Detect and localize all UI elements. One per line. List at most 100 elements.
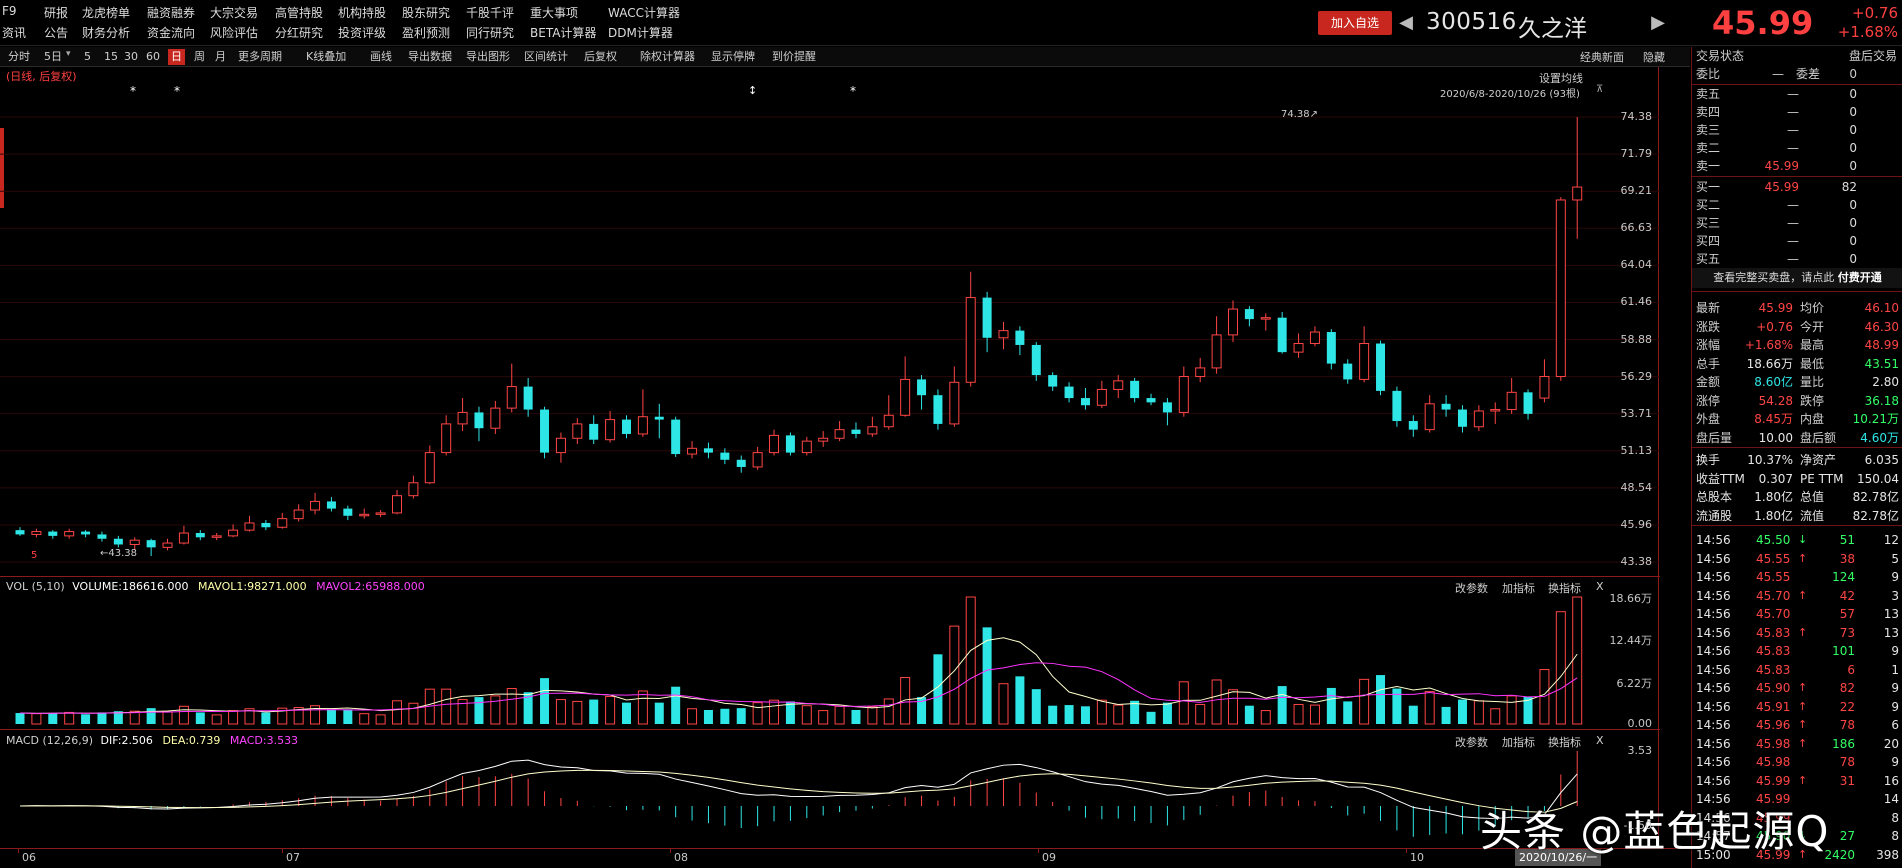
toolbar-item-11[interactable]: 画线 [370,50,392,63]
menu-item-r2-1[interactable]: 公告 [44,26,69,40]
candle-body [818,437,829,442]
menu-item-3[interactable]: 融资融券 [147,6,196,20]
event-star-icon[interactable]: * [174,84,180,98]
vol-add-indicator-button[interactable]: 加指标 [1502,582,1535,595]
volume-bar [1392,688,1402,724]
menu-item-r2-4[interactable]: 风险评估 [210,26,259,40]
menu-item-r2-10[interactable]: DDM计算器 [608,26,673,40]
dropdown-icon[interactable]: ▾ [66,49,71,59]
toolbar-item-5[interactable]: 60 [146,50,160,63]
toolbar-item-18[interactable]: 到价提醒 [772,50,816,63]
toolbar-item-3[interactable]: 15 [104,50,118,63]
kline-chart[interactable] [0,67,1660,577]
toolbar-item-17[interactable]: 显示停牌 [711,50,755,63]
candle-body [1096,388,1107,406]
macd-add-indicator-button[interactable]: 加指标 [1502,736,1535,749]
ask-label: 卖三 [1696,123,1721,137]
ma-settings-link[interactable]: 设置均线 [1539,72,1583,85]
volume-bar [1506,695,1517,725]
event-star-icon[interactable]: * [850,84,856,98]
menu-item-r2-7[interactable]: 盈利预测 [402,26,451,40]
bid-row[interactable]: 买四 — 0 [1692,232,1902,250]
full-orderbook-link[interactable]: 查看完整买卖盘，请点此 付费开通 [1692,268,1902,288]
toolbar-item-2[interactable]: 5 [84,50,91,63]
toolbar-item-1[interactable]: 5日 [44,50,62,63]
volume-panel[interactable] [0,577,1660,730]
toolbar-item-6[interactable]: 日 [168,49,185,65]
bid-row[interactable]: 买二 — 0 [1692,196,1902,214]
event-marker-icon[interactable]: ↕ [748,84,758,97]
toolbar-item-14[interactable]: 区间统计 [524,50,568,63]
kline-panel[interactable] [0,67,1660,577]
volume-bar [244,708,255,725]
candle-body [949,381,960,425]
add-watchlist-button[interactable]: 加入自选 [1318,11,1392,35]
order-ratio-label: 委比 [1696,67,1721,81]
stock-code: 300516 [1426,9,1517,35]
menu-item-r2-3[interactable]: 资金流向 [147,26,196,40]
macd-close-icon[interactable]: X [1596,734,1604,747]
tick-count: 9 [1891,755,1899,769]
volume-bar [933,654,943,724]
macd-edit-params-button[interactable]: 改参数 [1455,736,1488,749]
volume-chart[interactable] [0,577,1660,730]
after-hours-label[interactable]: 盘后交易 [1848,49,1897,63]
current-price: 45.99 [1712,4,1814,42]
ask-row[interactable]: 卖二 — 0 [1692,139,1902,157]
menu-item-10[interactable]: WACC计算器 [608,6,680,20]
menu-item-9[interactable]: 重大事项 [530,6,579,20]
menu-item-1[interactable]: 研报 [44,6,69,20]
bid-row[interactable]: 买五 — 0 [1692,250,1902,268]
vol-switch-indicator-button[interactable]: 换指标 [1548,582,1581,595]
tick-time: 14:56 [1696,755,1731,769]
ask-row[interactable]: 卖三 — 0 [1692,121,1902,139]
toolbar-item-16[interactable]: 除权计算器 [640,50,695,63]
pin-icon[interactable]: ⊼ [1596,84,1604,95]
hide-panel-button[interactable]: 隐藏 [1643,51,1665,64]
ask-row[interactable]: 卖五 — 0 [1692,85,1902,103]
toolbar-item-0[interactable]: 分时 [8,50,30,63]
event-star-icon[interactable]: * [130,84,136,98]
toolbar-item-8[interactable]: 月 [215,50,226,63]
ask-row[interactable]: 卖一 45.99 0 [1692,157,1902,175]
menu-item-r2-0[interactable]: 资讯 [2,26,27,40]
toolbar-item-13[interactable]: 导出图形 [466,50,510,63]
menu-item-5[interactable]: 高管持股 [275,6,324,20]
macd-switch-indicator-button[interactable]: 换指标 [1548,736,1581,749]
toolbar-item-12[interactable]: 导出数据 [408,50,452,63]
menu-item-8[interactable]: 千股千评 [466,6,515,20]
menu-item-r2-5[interactable]: 分红研究 [275,26,324,40]
quote-row: 盘后量 10.00 盘后额 4.60万 [1692,429,1902,447]
menu-item-0[interactable]: F9 [2,4,17,18]
menu-item-2[interactable]: 龙虎榜单 [82,6,131,20]
tick-volume: 82 [1839,681,1855,695]
candle-body [64,531,75,537]
next-stock-arrow-icon[interactable]: ▶ [1651,12,1665,33]
bid-row[interactable]: 买三 — 0 [1692,214,1902,232]
toolbar-item-7[interactable]: 周 [194,50,205,63]
menu-item-r2-2[interactable]: 财务分析 [82,26,131,40]
toolbar-item-4[interactable]: 30 [124,50,138,63]
candle-body [752,452,763,468]
menu-item-r2-9[interactable]: BETA计算器 [530,26,597,40]
menu-item-4[interactable]: 大宗交易 [210,6,259,20]
macd-chart[interactable] [0,731,1660,848]
bid-row[interactable]: 买一 45.99 82 [1692,178,1902,196]
classic-layout-button[interactable]: 经典新面 [1580,51,1624,64]
menu-item-7[interactable]: 股东研究 [402,6,451,20]
toolbar-item-10[interactable]: K线叠加 [306,50,347,63]
menu-item-r2-8[interactable]: 同行研究 [466,26,515,40]
volume-bar [1211,679,1222,725]
ask-row[interactable]: 卖四 — 0 [1692,103,1902,121]
toolbar-item-9[interactable]: 更多周期 [238,50,282,63]
toolbar-item-15[interactable]: 后复权 [584,50,617,63]
menu-item-6[interactable]: 机构持股 [338,6,387,20]
prev-stock-arrow-icon[interactable]: ◀ [1399,12,1413,33]
menu-item-r2-6[interactable]: 投资评级 [338,26,387,40]
ask-volume: 0 [1849,141,1857,155]
quote-value: 10.00 [1758,430,1793,445]
paid-unlock-link[interactable]: 付费开通 [1837,271,1882,284]
vol-close-icon[interactable]: X [1596,580,1604,593]
date-label: 09 [1042,851,1056,864]
vol-edit-params-button[interactable]: 改参数 [1455,582,1488,595]
